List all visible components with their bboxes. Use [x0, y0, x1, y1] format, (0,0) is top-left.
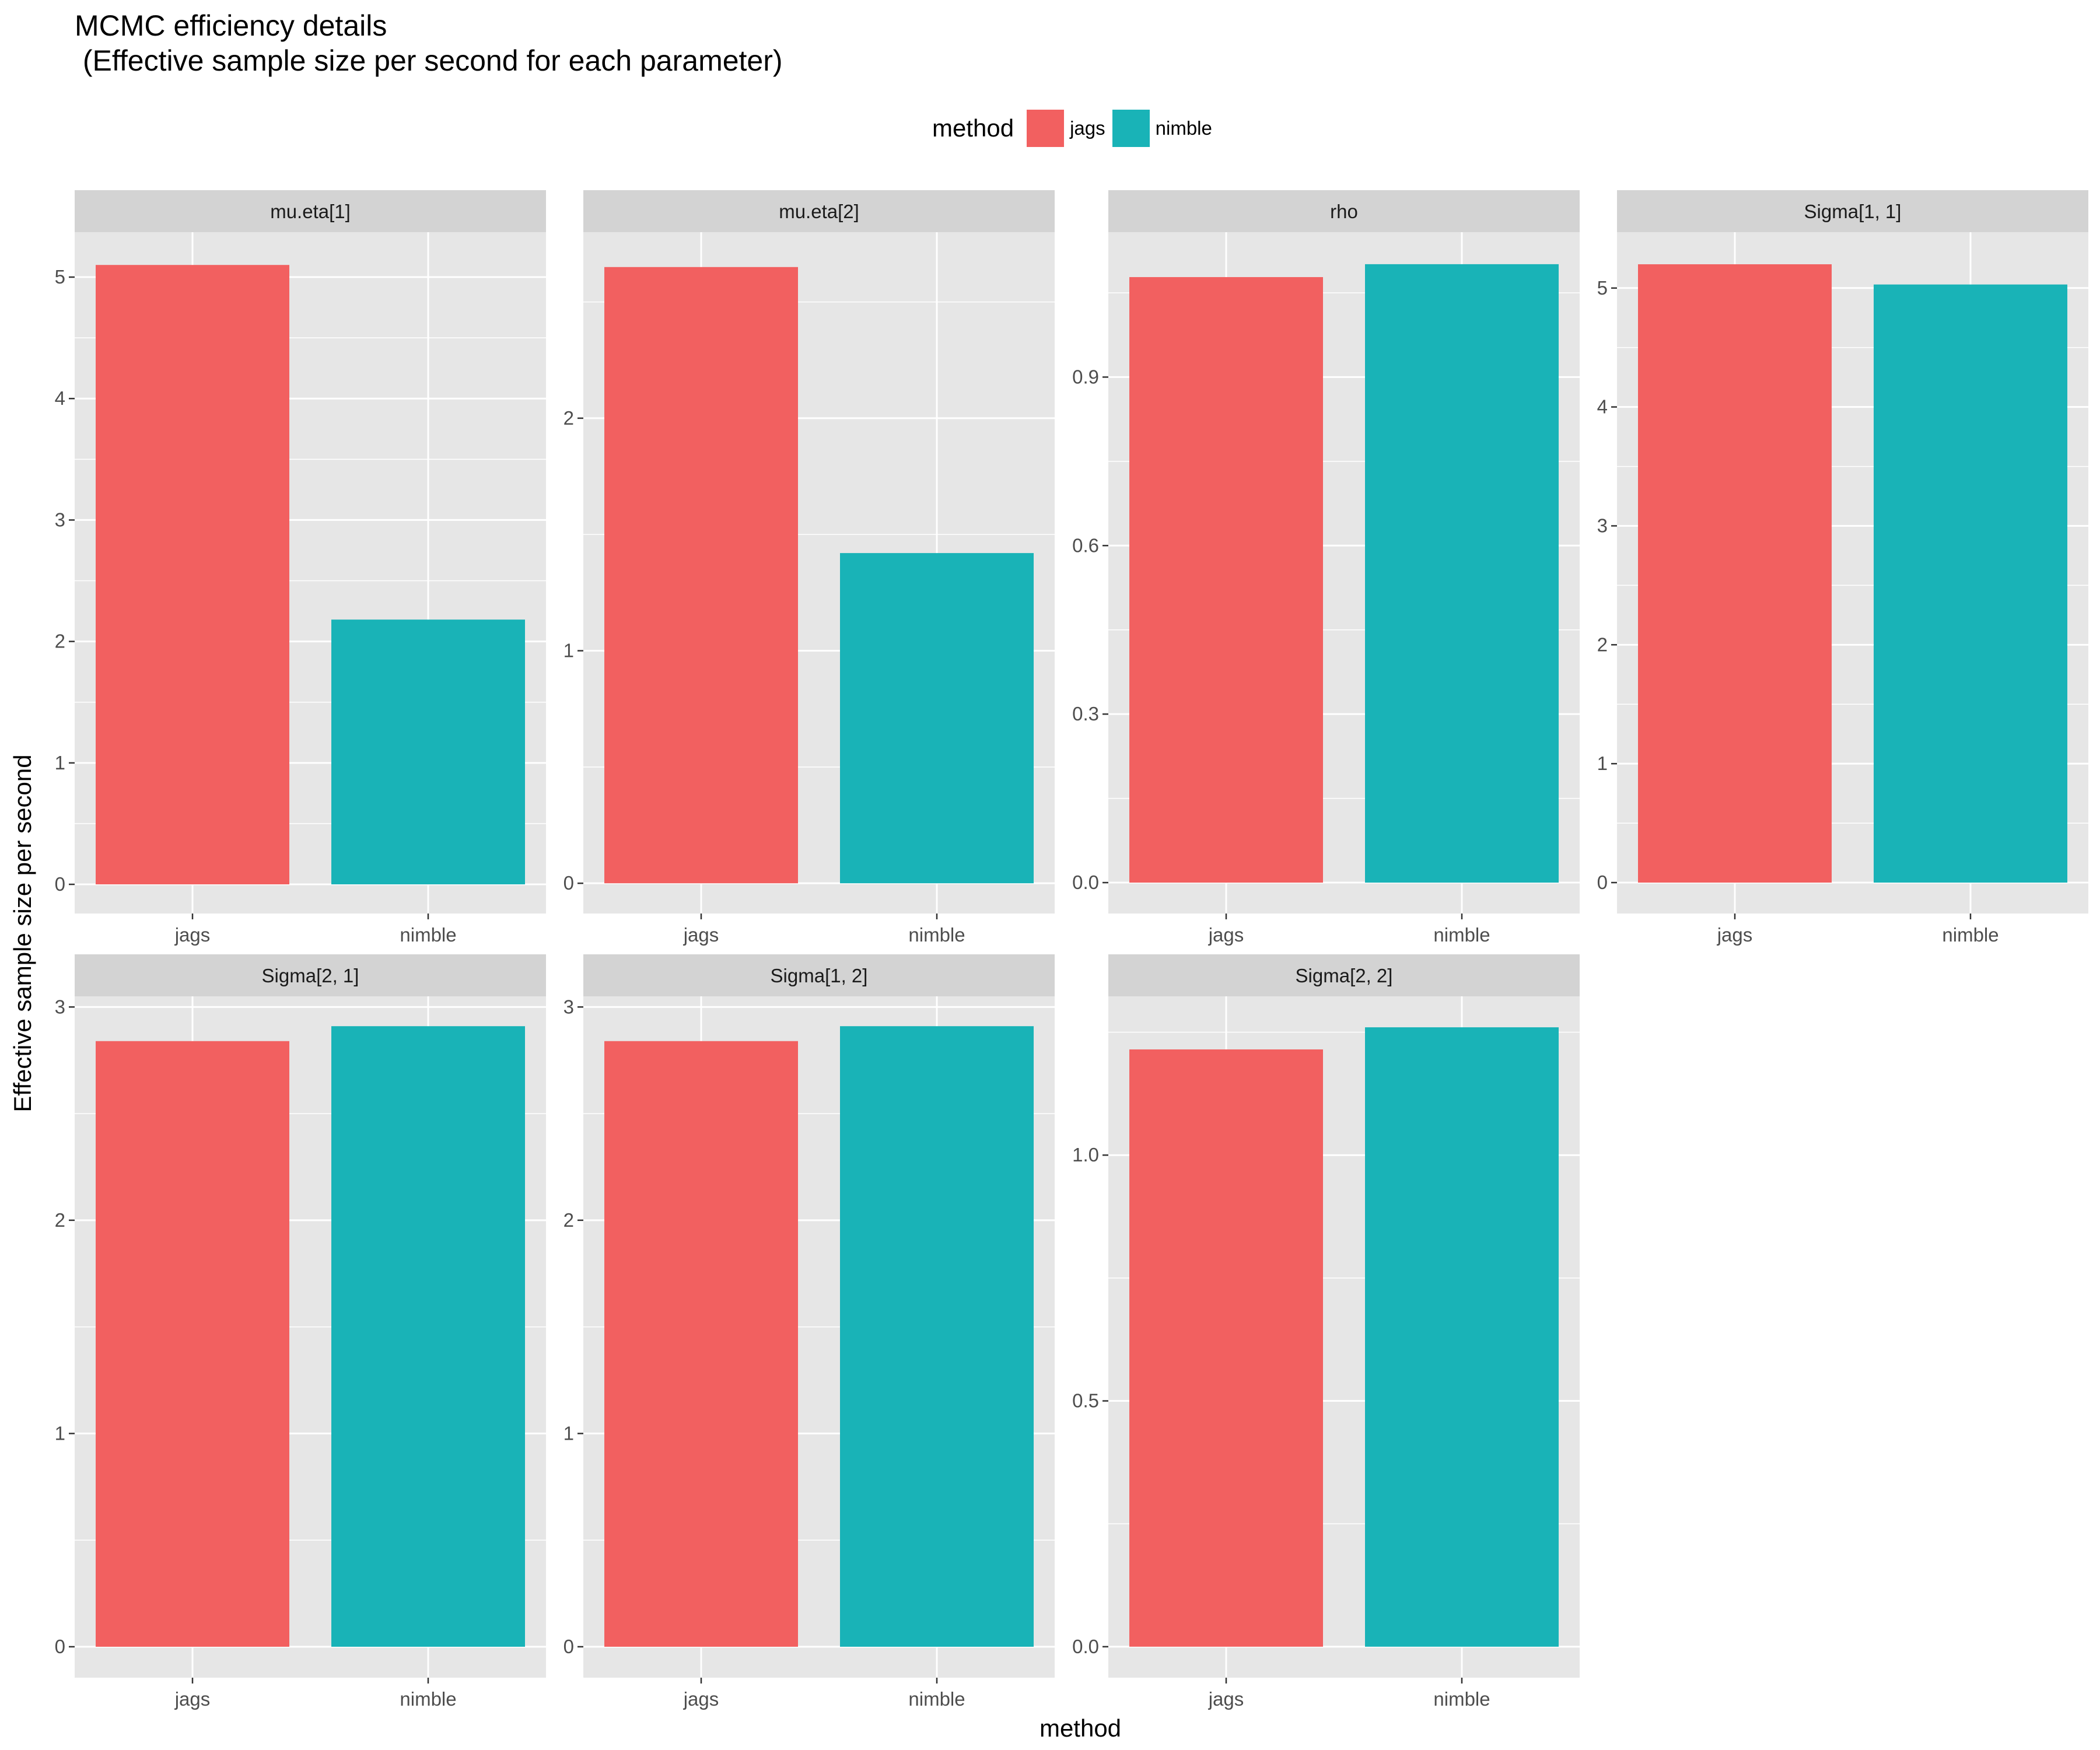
- x-tick-label: jags: [174, 924, 211, 946]
- x-tick-label: nimble: [908, 1688, 965, 1710]
- y-tick-label: 4: [55, 387, 65, 409]
- x-tick-label: nimble: [908, 924, 965, 946]
- y-tick-label: 2: [564, 1209, 574, 1231]
- y-tick-label: 1: [55, 1422, 65, 1444]
- facet-strip-label-mu-eta-2: mu.eta[2]: [779, 201, 859, 222]
- y-tick-label: 0: [55, 1636, 65, 1657]
- bar-mu-eta-1-jags: [96, 265, 289, 885]
- y-tick-label: 0.3: [1072, 703, 1099, 724]
- y-tick-label: 5: [1597, 277, 1608, 299]
- y-tick-label: 0.9: [1072, 366, 1099, 387]
- bar-mu-eta-1-nimble: [331, 620, 525, 885]
- bar-mu-eta-2-jags: [604, 267, 798, 884]
- x-tick-label: jags: [1717, 924, 1753, 946]
- x-tick-label: jags: [1208, 924, 1244, 946]
- legend-label-jags: jags: [1070, 117, 1105, 139]
- y-tick-label: 5: [55, 266, 65, 288]
- y-tick-label: 2: [1597, 634, 1608, 655]
- legend-key-jags: [1027, 110, 1065, 147]
- bar-mu-eta-2-nimble: [840, 553, 1034, 884]
- x-tick-label: nimble: [400, 1688, 456, 1710]
- y-tick-label: 2: [564, 407, 574, 429]
- y-tick-label: 0.0: [1072, 1636, 1099, 1657]
- facet-strip-label-sigma-2-2: Sigma[2, 2]: [1296, 965, 1393, 986]
- x-tick-label: nimble: [1433, 924, 1490, 946]
- bar-rho-jags: [1129, 277, 1323, 883]
- y-tick-label: 3: [1597, 514, 1608, 536]
- y-tick-label: 3: [564, 996, 574, 1017]
- facet-strip-rho: [1108, 190, 1580, 232]
- x-tick-label: nimble: [400, 924, 456, 946]
- y-tick-label: 0.5: [1072, 1390, 1099, 1412]
- y-tick-label: 1: [564, 640, 574, 662]
- x-tick-label: nimble: [1433, 1688, 1490, 1710]
- chart-title-line1: MCMC efficiency details: [75, 9, 387, 42]
- y-tick-label: 2: [55, 1209, 65, 1231]
- legend-label-nimble: nimble: [1155, 117, 1212, 139]
- y-tick-label: 0: [564, 872, 574, 894]
- bar-sigma-1-1-jags: [1638, 264, 1832, 883]
- x-tick-label: jags: [1208, 1688, 1244, 1710]
- x-tick-label: nimble: [1942, 924, 1999, 946]
- x-tick-label: jags: [683, 924, 719, 946]
- y-tick-label: 1: [55, 752, 65, 774]
- facet-strip-label-sigma-2-1: Sigma[2, 1]: [262, 965, 359, 986]
- facet-strip-label-rho: rho: [1330, 201, 1358, 222]
- bar-rho-nimble: [1365, 264, 1559, 883]
- x-axis-title: method: [1040, 1714, 1121, 1742]
- facet-strip-sigma-1-1: [1617, 190, 2088, 232]
- y-tick-label: 1.0: [1072, 1144, 1099, 1166]
- facet-strip-label-mu-eta-1: mu.eta[1]: [270, 201, 351, 222]
- bar-sigma-2-2-jags: [1129, 1049, 1323, 1647]
- y-tick-label: 1: [564, 1422, 574, 1444]
- x-tick-label: jags: [174, 1688, 211, 1710]
- x-tick-label: jags: [683, 1688, 719, 1710]
- chart-title-line2: (Effective sample size per second for ea…: [75, 44, 783, 77]
- bar-sigma-1-2-jags: [604, 1041, 798, 1647]
- facet-strip-sigma-2-1: [75, 954, 546, 996]
- y-tick-label: 0.6: [1072, 534, 1099, 556]
- legend-key-nimble: [1112, 110, 1150, 147]
- y-tick-label: 3: [55, 996, 65, 1017]
- facet-strip-label-sigma-1-1: Sigma[1, 1]: [1804, 201, 1902, 222]
- y-tick-label: 1: [1597, 752, 1608, 774]
- y-tick-label: 0: [1597, 872, 1608, 893]
- y-tick-label: 0: [564, 1636, 574, 1657]
- legend-title: method: [932, 114, 1014, 142]
- facet-strip-label-sigma-1-2: Sigma[1, 2]: [771, 965, 868, 986]
- y-tick-label: 0.0: [1072, 872, 1099, 893]
- bar-sigma-2-2-nimble: [1365, 1027, 1559, 1647]
- facet-strip-sigma-2-2: [1108, 954, 1580, 996]
- bar-sigma-1-2-nimble: [840, 1026, 1034, 1647]
- facet-strip-mu-eta-1: [75, 190, 546, 232]
- bar-sigma-2-1-jags: [96, 1041, 289, 1647]
- facet-strip-mu-eta-2: [583, 190, 1055, 232]
- y-tick-label: 2: [55, 631, 65, 652]
- facet-strip-sigma-1-2: [583, 954, 1055, 996]
- bar-sigma-2-1-nimble: [331, 1026, 525, 1647]
- bar-sigma-1-1-nimble: [1874, 284, 2067, 883]
- y-tick-label: 4: [1597, 396, 1608, 418]
- legend: method jags nimble: [932, 108, 1219, 148]
- y-tick-label: 3: [55, 509, 65, 530]
- y-axis-title: Effective sample size per second: [9, 754, 36, 1112]
- y-tick-label: 0: [55, 873, 65, 895]
- chart-title: MCMC efficiency details (Effective sampl…: [75, 8, 783, 78]
